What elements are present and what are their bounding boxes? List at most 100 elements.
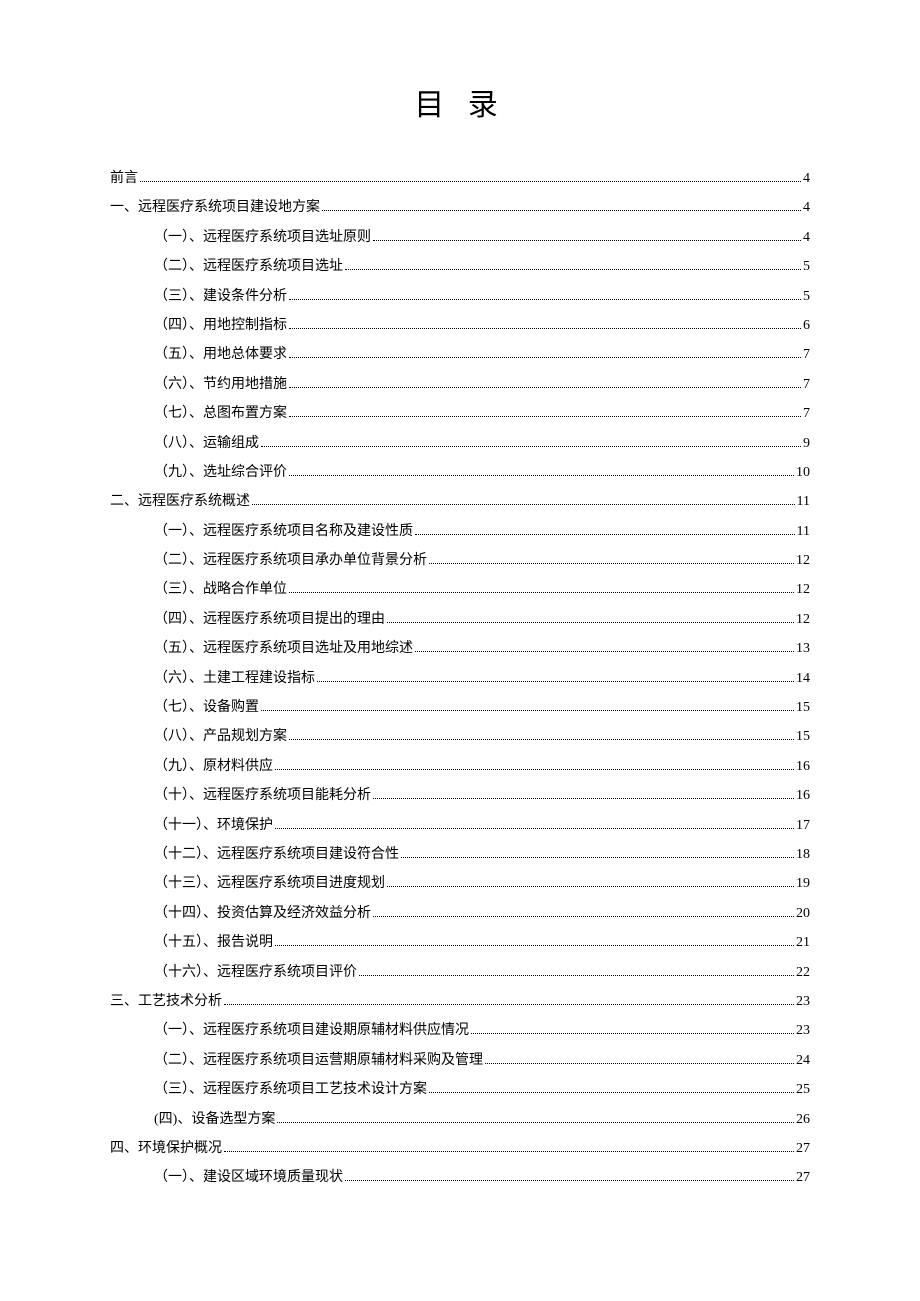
toc-entry-label: （一）、远程医疗系统项目选址原则 (154, 223, 371, 252)
toc-entry-page: 23 (796, 1016, 810, 1045)
toc-entry-label: 三、工艺技术分析 (110, 987, 222, 1016)
toc-entry-label: （十四）、投资估算及经济效益分析 (154, 899, 371, 928)
toc-entry: （十一）、环境保护17 (110, 811, 810, 840)
toc-entry-label: （四）、远程医疗系统项目提出的理由 (154, 605, 385, 634)
toc-entry-label: （十六）、远程医疗系统项目评价 (154, 958, 357, 987)
toc-entry: 二、远程医疗系统概述 11 (110, 487, 810, 516)
toc-leader-dots (317, 681, 794, 682)
toc-entry: （二）、远程医疗系统项目运营期原辅材料采购及管理24 (110, 1046, 810, 1075)
toc-entry: (四)、设备选型方案 26 (110, 1105, 810, 1134)
toc-entry-label: （六）、土建工程建设指标 (154, 664, 315, 693)
toc-leader-dots (289, 739, 794, 740)
toc-entry: （九）、选址综合评价 10 (110, 458, 810, 487)
toc-entry: （一）、远程医疗系统项目名称及建设性质11 (110, 517, 810, 546)
toc-entry-label: （十五）、报告说明 (154, 928, 273, 957)
toc-leader-dots (289, 475, 794, 476)
toc-entry: 四、环境保护概况 27 (110, 1134, 810, 1163)
toc-entry: （十三）、远程医疗系统项目进度规划 19 (110, 869, 810, 898)
toc-entry: （十）、远程医疗系统项目能耗分析 16 (110, 781, 810, 810)
toc-entry-page: 17 (796, 811, 810, 840)
toc-leader-dots (345, 269, 801, 270)
toc-entry-page: 11 (797, 487, 810, 516)
toc-leader-dots (224, 1004, 794, 1005)
toc-entry-label: （六）、节约用地措施 (154, 370, 287, 399)
toc-entry-label: （九）、选址综合评价 (154, 458, 287, 487)
toc-entry: （三）、战略合作单位12 (110, 575, 810, 604)
toc-leader-dots (345, 1180, 794, 1181)
toc-entry-label: （二）、远程医疗系统项目承办单位背景分析 (154, 546, 427, 575)
toc-entry-page: 22 (796, 958, 810, 987)
toc-leader-dots (289, 416, 801, 417)
toc-entry: （八）、产品规划方案 15 (110, 722, 810, 751)
toc-entry-page: 12 (796, 546, 810, 575)
toc-entry-page: 27 (796, 1134, 810, 1163)
toc-entry-page: 15 (796, 722, 810, 751)
toc-entry-label: 前言 (110, 164, 138, 193)
toc-entry-page: 13 (796, 634, 810, 663)
toc-entry-page: 5 (803, 282, 810, 311)
toc-entry-page: 7 (803, 340, 810, 369)
toc-entry-label: 二、远程医疗系统概述 (110, 487, 250, 516)
toc-entry-page: 21 (796, 928, 810, 957)
toc-leader-dots (140, 181, 801, 182)
toc-entry-label: （八）、产品规划方案 (154, 722, 287, 751)
toc-leader-dots (275, 828, 794, 829)
toc-entry-page: 5 (803, 252, 810, 281)
toc-entry-label: （二）、远程医疗系统项目选址 (154, 252, 343, 281)
toc-entry-page: 9 (803, 429, 810, 458)
toc-leader-dots (387, 622, 794, 623)
toc-entry-page: 12 (796, 605, 810, 634)
toc-entry-page: 14 (796, 664, 810, 693)
toc-leader-dots (429, 1092, 794, 1093)
toc-entry-label: （二）、远程医疗系统项目运营期原辅材料采购及管理 (154, 1046, 483, 1075)
toc-entry-page: 26 (796, 1105, 810, 1134)
toc-entry-label: （十）、远程医疗系统项目能耗分析 (154, 781, 371, 810)
toc-leader-dots (401, 857, 794, 858)
toc-leader-dots (485, 1063, 794, 1064)
toc-entry: （三）、建设条件分析5 (110, 282, 810, 311)
toc-entry-label: （三）、战略合作单位 (154, 575, 287, 604)
toc-entry-page: 15 (796, 693, 810, 722)
toc-entry-page: 19 (796, 869, 810, 898)
toc-entry-label: （十三）、远程医疗系统项目进度规划 (154, 869, 385, 898)
toc-entry: （一）、建设区域环境质量现状 27 (110, 1163, 810, 1192)
toc-entry: （五）、用地总体要求7 (110, 340, 810, 369)
toc-entry: 一、远程医疗系统项目建设地方案4 (110, 193, 810, 222)
toc-entry: （一）、远程医疗系统项目建设期原辅材料供应情况 23 (110, 1016, 810, 1045)
toc-entry: （六）、节约用地措施7 (110, 370, 810, 399)
toc-entry: （二）、远程医疗系统项目承办单位背景分析 12 (110, 546, 810, 575)
toc-entry-label: （九）、原材料供应 (154, 752, 273, 781)
toc-leader-dots (289, 299, 801, 300)
toc-entry-label: 四、环境保护概况 (110, 1134, 222, 1163)
toc-entry: （十六）、远程医疗系统项目评价 22 (110, 958, 810, 987)
toc-leader-dots (289, 592, 794, 593)
toc-leader-dots (289, 387, 801, 388)
toc-entry-page: 10 (796, 458, 810, 487)
toc-entry-label: (四)、设备选型方案 (154, 1105, 275, 1134)
toc-entry-label: （一）、远程医疗系统项目建设期原辅材料供应情况 (154, 1016, 469, 1045)
toc-entry-page: 23 (796, 987, 810, 1016)
toc-entry-page: 11 (797, 517, 810, 546)
toc-entry: （二）、远程医疗系统项目选址 5 (110, 252, 810, 281)
toc-entry-label: （一）、建设区域环境质量现状 (154, 1163, 343, 1192)
toc-leader-dots (289, 357, 801, 358)
toc-entry-page: 4 (803, 164, 810, 193)
toc-entry: （十四）、投资估算及经济效益分析20 (110, 899, 810, 928)
toc-leader-dots (275, 769, 794, 770)
toc-leader-dots (275, 945, 794, 946)
toc-entry: （一）、远程医疗系统项目选址原则4 (110, 223, 810, 252)
toc-entry-page: 27 (796, 1163, 810, 1192)
toc-leader-dots (277, 1122, 794, 1123)
toc-leader-dots (359, 975, 794, 976)
toc-entry-page: 4 (803, 193, 810, 222)
toc-entry-page: 18 (796, 840, 810, 869)
toc-entry: （七）、设备购置15 (110, 693, 810, 722)
toc-entry-page: 6 (803, 311, 810, 340)
toc-leader-dots (471, 1033, 794, 1034)
toc-entry-page: 16 (796, 781, 810, 810)
toc-entry-label: （七）、总图布置方案 (154, 399, 287, 428)
toc-leader-dots (373, 798, 794, 799)
toc-leader-dots (224, 1151, 794, 1152)
toc-entry-page: 7 (803, 399, 810, 428)
toc-container: 前言4一、远程医疗系统项目建设地方案4（一）、远程医疗系统项目选址原则4（二）、… (110, 164, 810, 1193)
